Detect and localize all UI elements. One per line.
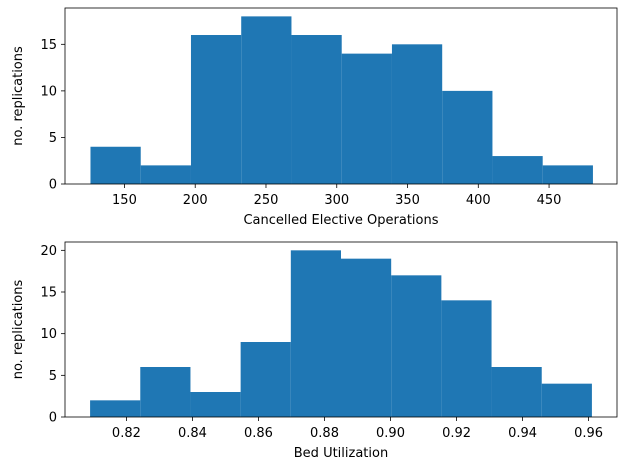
histogram-bar (90, 146, 141, 184)
histogram-bar (391, 275, 442, 417)
y-tick-label: 20 (40, 244, 57, 259)
x-tick-label: 0.96 (574, 426, 603, 441)
x-tick-label: 0.94 (508, 426, 537, 441)
x-tick-label: 200 (183, 193, 208, 208)
y-axis-label: no. replications (11, 46, 26, 146)
x-tick-label: 300 (324, 193, 349, 208)
y-tick-label: 5 (49, 131, 57, 146)
histogram-bar (492, 156, 543, 184)
histogram-bar (291, 35, 342, 184)
histogram-bar (491, 367, 542, 417)
x-tick-label: 450 (537, 193, 562, 208)
x-tick-label: 0.86 (244, 426, 273, 441)
x-tick-label: 350 (395, 193, 420, 208)
histogram-bar (240, 342, 291, 417)
x-tick-label: 0.82 (112, 426, 141, 441)
x-axis-label: Bed Utilization (294, 446, 388, 461)
y-tick-label: 15 (40, 286, 57, 301)
x-tick-label: 0.90 (376, 426, 405, 441)
y-tick-label: 0 (49, 411, 57, 426)
histogram-bar (441, 300, 492, 417)
histogram-bar (140, 367, 191, 417)
histogram-bar (140, 165, 191, 184)
y-axis-label: no. replications (11, 280, 26, 380)
histogram-bar (341, 258, 392, 417)
histogram-bar (90, 400, 141, 417)
y-tick-label: 10 (40, 327, 57, 342)
y-tick-label: 15 (40, 38, 57, 53)
x-tick-label: 250 (254, 193, 279, 208)
histogram-bar (190, 392, 241, 417)
histogram-bar (190, 35, 242, 184)
y-tick-label: 10 (40, 84, 57, 99)
y-tick-label: 5 (49, 369, 57, 384)
bed-utilization-histogram: 0.82 0.84 0.86 0.88 0.90 0.92 0.94 0.96 0 5 10 15 20… (11, 241, 618, 461)
histogram-bar (341, 53, 392, 184)
x-tick-label: 0.84 (178, 426, 207, 441)
cancelled-operations-histogram: 150 200 250 300 350 400 450 0 5 10 15 Cancelled Ele… (11, 7, 618, 228)
x-tick-label: 400 (466, 193, 491, 208)
x-tick-label: 0.88 (310, 426, 339, 441)
histogram-bar (241, 16, 292, 185)
axes-frame (64, 241, 618, 418)
histogram-bar (542, 165, 593, 184)
x-tick-label: 150 (112, 193, 137, 208)
x-tick-label: 0.92 (442, 426, 471, 441)
axes-frame (64, 7, 618, 185)
histogram-bar (290, 250, 341, 417)
histogram-bar (442, 90, 493, 184)
x-axis-label: Cancelled Elective Operations (243, 213, 438, 228)
histogram-bar (541, 383, 592, 417)
y-tick-label: 0 (49, 178, 57, 193)
histogram-bar (391, 44, 443, 184)
